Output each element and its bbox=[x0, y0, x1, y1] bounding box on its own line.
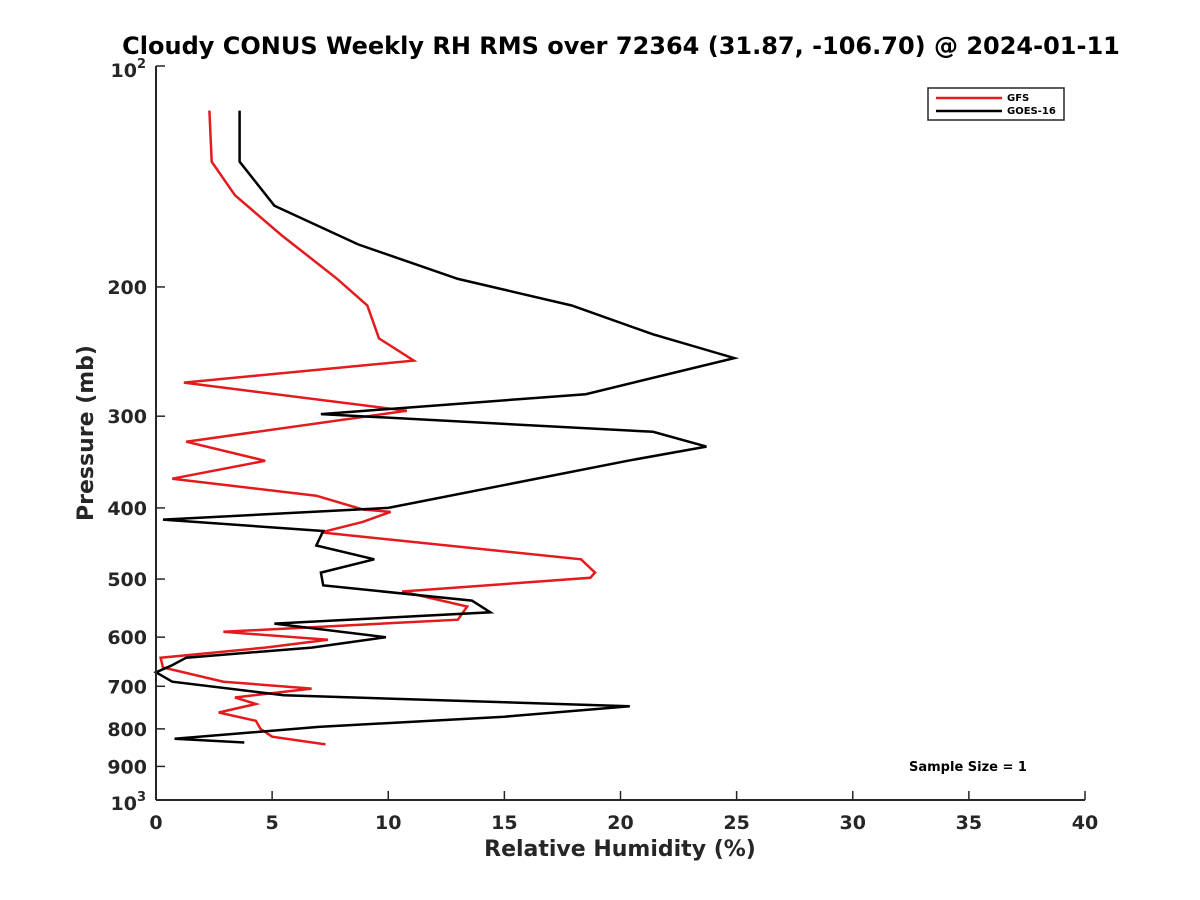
y-tick-bottom-exp: 3 bbox=[137, 790, 146, 805]
y-tick-bottom-base: 10 bbox=[111, 793, 137, 815]
x-tick-label: 0 bbox=[149, 812, 162, 834]
y-tick-label: 300 bbox=[107, 406, 147, 428]
y-tick-label: 700 bbox=[107, 676, 147, 698]
x-tick-label: 15 bbox=[491, 812, 517, 834]
y-tick-top-base: 10 bbox=[111, 60, 137, 82]
legend-box bbox=[927, 87, 1065, 121]
y-tick-label: 600 bbox=[107, 627, 147, 649]
y-tick-label: 800 bbox=[107, 719, 147, 741]
series-line-goes-16 bbox=[153, 110, 740, 744]
sample-size-annotation: Sample Size = 1 bbox=[909, 760, 1027, 775]
x-tick-label: 10 bbox=[375, 812, 401, 834]
x-axis-label: Relative Humidity (%) bbox=[484, 837, 756, 862]
y-axis-label: Pressure (mb) bbox=[74, 345, 99, 521]
y-tick-label: 200 bbox=[107, 277, 147, 299]
x-tick-label: 35 bbox=[956, 812, 982, 834]
series-layer bbox=[153, 110, 740, 746]
x-tick-label: 25 bbox=[723, 812, 749, 834]
x-tick-label: 40 bbox=[1072, 812, 1098, 834]
chart-title: Cloudy CONUS Weekly RH RMS over 72364 (3… bbox=[122, 32, 1120, 60]
legend-label-gfs: GFS bbox=[1007, 93, 1029, 104]
x-tick-label: 20 bbox=[607, 812, 633, 834]
y-axis-ticks: 200 300 400 500 600 700 800 900 bbox=[107, 65, 165, 801]
y-tick-top-exp: 2 bbox=[137, 57, 146, 72]
y-tick-label: 500 bbox=[107, 569, 147, 591]
series-line-gfs bbox=[159, 110, 597, 746]
y-tick-label-bottom: 103 bbox=[111, 790, 147, 815]
legend-label-goes-16: GOES-16 bbox=[1007, 106, 1056, 117]
y-tick-label: 900 bbox=[107, 756, 147, 778]
x-tick-label: 30 bbox=[840, 812, 866, 834]
y-tick-label-top: 102 bbox=[111, 57, 147, 82]
plot-area bbox=[156, 66, 1085, 800]
legend: GFS GOES-16 bbox=[927, 87, 1065, 121]
y-tick-label: 400 bbox=[107, 498, 147, 520]
x-axis-ticks: 0 5 10 15 20 25 30 35 40 bbox=[149, 791, 1098, 834]
x-tick-label: 5 bbox=[266, 812, 279, 834]
